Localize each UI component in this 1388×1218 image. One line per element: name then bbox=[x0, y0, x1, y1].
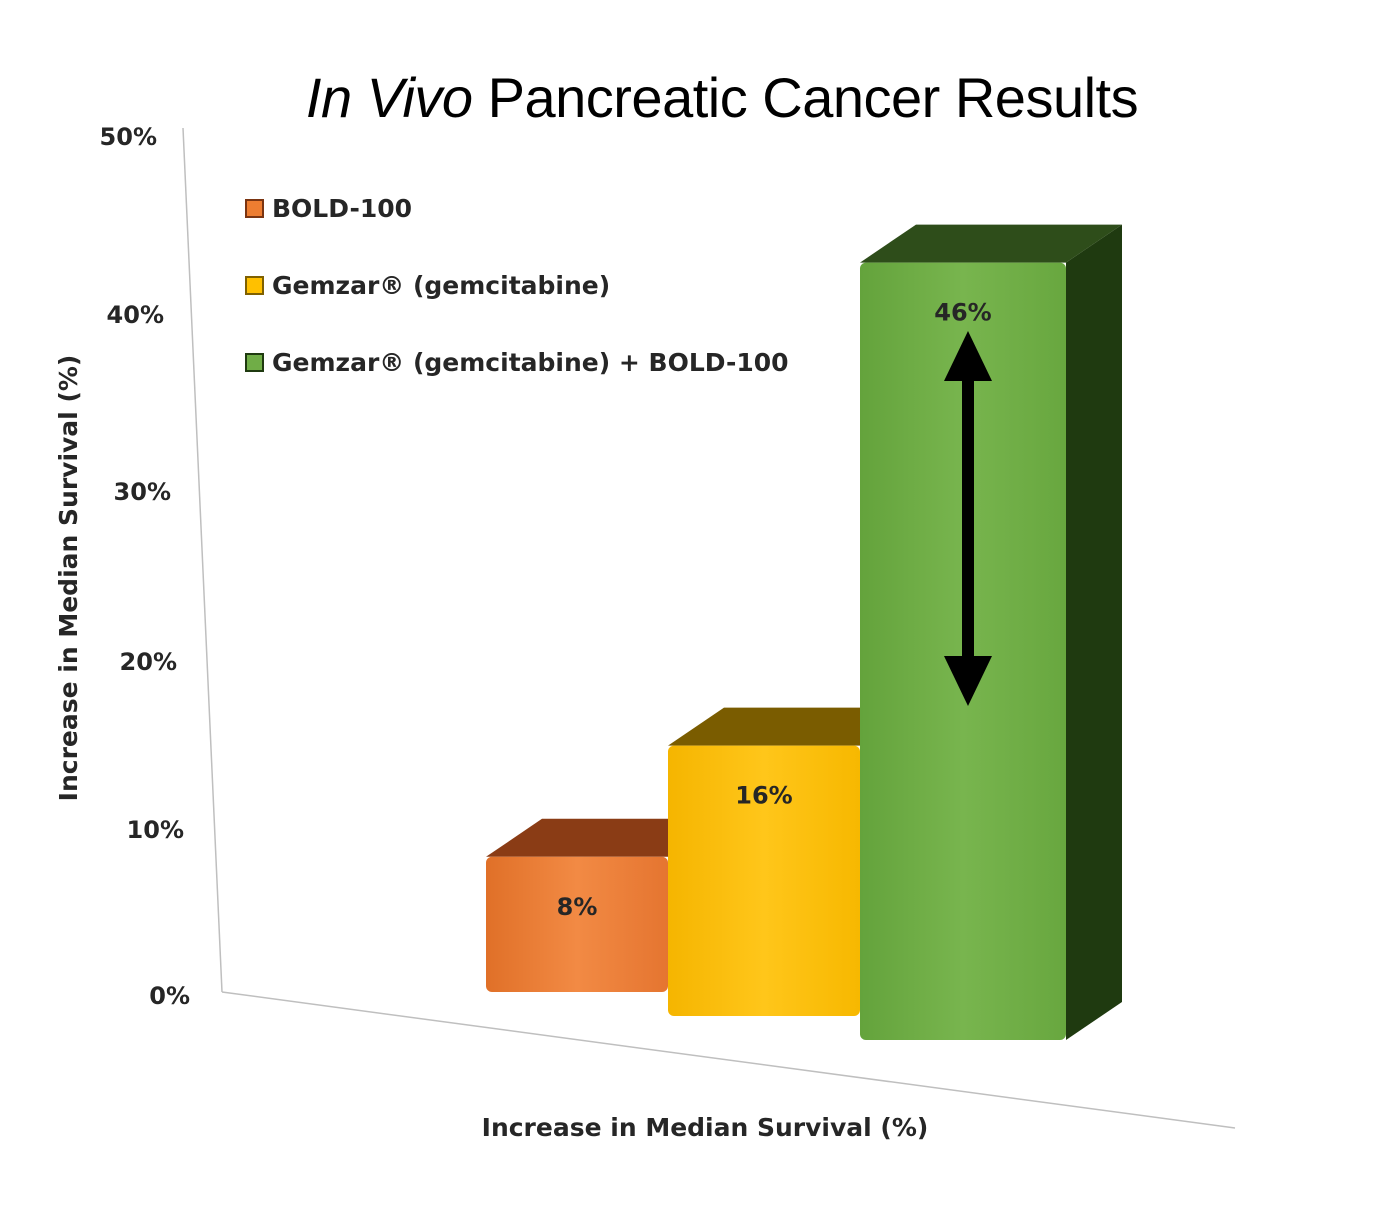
legend-label-combo: Gemzar® (gemcitabine) + BOLD-100 bbox=[272, 348, 789, 377]
y-axis-line bbox=[182, 127, 223, 993]
arrow-head-up bbox=[944, 331, 992, 381]
y-axis-title: Increase in Median Survival (%) bbox=[54, 355, 83, 802]
bar-top-gemzar bbox=[668, 707, 916, 746]
bar-front-gemzar bbox=[668, 745, 860, 1016]
y-tick-label: 0% bbox=[149, 982, 190, 1010]
x-axis-line bbox=[221, 991, 1236, 1129]
x-axis-title: Increase in Median Survival (%) bbox=[482, 1113, 929, 1142]
chart-title-rest: Pancreatic Cancer Results bbox=[473, 66, 1139, 129]
y-tick-label: 20% bbox=[120, 648, 177, 676]
bar-side-combo bbox=[1066, 224, 1122, 1041]
y-tick-label: 40% bbox=[107, 301, 164, 329]
data-label-bold100: 8% bbox=[557, 893, 598, 921]
data-label-combo: 46% bbox=[934, 299, 991, 327]
arrow-head-down bbox=[944, 656, 992, 706]
legend: BOLD-100 Gemzar® (gemcitabine) Gemzar® (… bbox=[245, 194, 789, 377]
bars: 8% 16% 46% bbox=[486, 224, 1122, 1041]
y-tick-labels: 0% 10% 20% 30% 40% 50% bbox=[100, 123, 190, 1010]
data-label-gemzar: 16% bbox=[735, 782, 792, 810]
y-tick-label: 10% bbox=[127, 816, 184, 844]
chart-title: In Vivo Pancreatic Cancer Results bbox=[306, 66, 1138, 129]
double-arrow-annotation bbox=[944, 331, 992, 706]
legend-label-gemzar: Gemzar® (gemcitabine) bbox=[272, 271, 610, 300]
bar-top-combo bbox=[860, 224, 1122, 263]
legend-label-bold100: BOLD-100 bbox=[272, 194, 412, 223]
y-tick-label: 30% bbox=[114, 478, 171, 506]
legend-swatch-bold100 bbox=[245, 199, 264, 218]
legend-swatch-gemzar bbox=[245, 276, 264, 295]
bar-combo: 46% bbox=[860, 224, 1122, 1041]
y-tick-label: 50% bbox=[100, 123, 157, 151]
chart-title-italic: In Vivo bbox=[306, 66, 473, 129]
legend-swatch-combo bbox=[245, 353, 264, 372]
bar-front-bold100 bbox=[486, 856, 668, 992]
bar-top-bold100 bbox=[486, 818, 724, 857]
